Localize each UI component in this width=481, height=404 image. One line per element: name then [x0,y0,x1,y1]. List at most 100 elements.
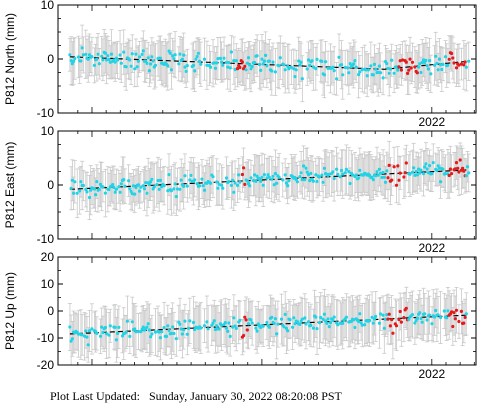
recent-data-point [390,178,394,182]
data-point [172,187,176,191]
recent-data-point [448,167,452,171]
data-point [169,68,173,72]
data-point [133,192,137,196]
data-point [324,60,328,64]
data-point [300,77,304,81]
data-point [381,170,385,175]
data-point [72,191,76,195]
data-point [254,326,258,330]
recent-data-point [461,166,465,170]
data-point [341,73,345,77]
data-point [445,316,449,320]
y-axis-label: P812 Up (mm) [3,272,17,350]
recent-data-point [459,309,463,313]
y-tick-label: -20 [37,358,55,372]
data-point [264,53,268,58]
data-point [147,182,151,187]
recent-data-point [453,317,457,321]
data-point [146,322,150,326]
data-point [133,67,137,71]
data-point [211,321,215,325]
data-point [124,65,128,69]
recent-data-point [243,315,247,319]
data-point [113,60,117,64]
data-point [446,309,450,313]
data-point [217,327,221,331]
data-point [233,181,237,185]
data-point [166,64,170,68]
data-point [257,177,262,181]
recent-data-point [447,173,451,178]
data-point [365,74,369,78]
data-point [111,183,115,187]
y-tick-label: 10 [41,277,55,291]
data-point [152,185,156,189]
data-point [372,317,377,321]
data-point [151,59,155,63]
data-point [193,178,197,182]
data-point [169,189,173,193]
data-point [417,167,421,171]
data-point [272,183,276,187]
data-point [346,66,350,70]
data-point [147,69,151,73]
footer-timestamp: Sunday, January 30, 2022 08:20:08 PST [149,389,342,403]
data-point [377,167,381,171]
data-point [123,184,127,188]
data-point [147,328,151,332]
error-bars [67,24,471,103]
data-point [103,51,107,55]
data-point [95,331,99,335]
data-point [408,172,412,176]
data-point [140,52,144,57]
data-point [464,312,468,316]
data-point [376,70,380,74]
y-tick-label: -10 [37,331,55,345]
recent-data-point [398,309,402,314]
data-point [124,330,128,334]
data-point [95,57,99,61]
data-point [425,64,429,68]
data-point [221,186,225,190]
recent-data-point [398,59,402,63]
data-point [332,176,336,181]
data-point [198,59,202,64]
recent-data-point [447,57,451,61]
data-point [76,55,81,59]
data-point [413,321,417,325]
data-point [435,61,439,65]
recent-data-point [451,56,455,60]
data-point [109,52,114,56]
data-point [199,62,203,66]
data-point [377,64,381,68]
data-point [379,171,383,175]
data-point [80,46,84,50]
data-point [245,61,249,65]
data-point [464,65,468,69]
data-point [257,62,262,67]
data-point [166,189,170,193]
data-point [135,65,139,69]
y-tick-label: -10 [37,232,55,246]
recent-data-point [240,172,244,177]
data-point [141,325,145,329]
data-point [173,182,177,186]
data-point [182,53,186,57]
data-point [299,60,303,64]
recent-data-point [394,324,399,328]
data-point [84,187,88,192]
data-point [291,325,295,329]
data-point [127,179,131,183]
data-point [304,166,308,170]
data-point [167,173,171,177]
data-point [178,322,182,326]
data-point [75,191,79,195]
data-point [235,183,240,187]
data-point [81,183,85,188]
data-point [442,309,446,313]
data-point [144,181,148,185]
data-point [366,68,370,72]
recent-data-point [457,319,461,324]
data-point [419,316,423,321]
data-point [169,331,173,335]
